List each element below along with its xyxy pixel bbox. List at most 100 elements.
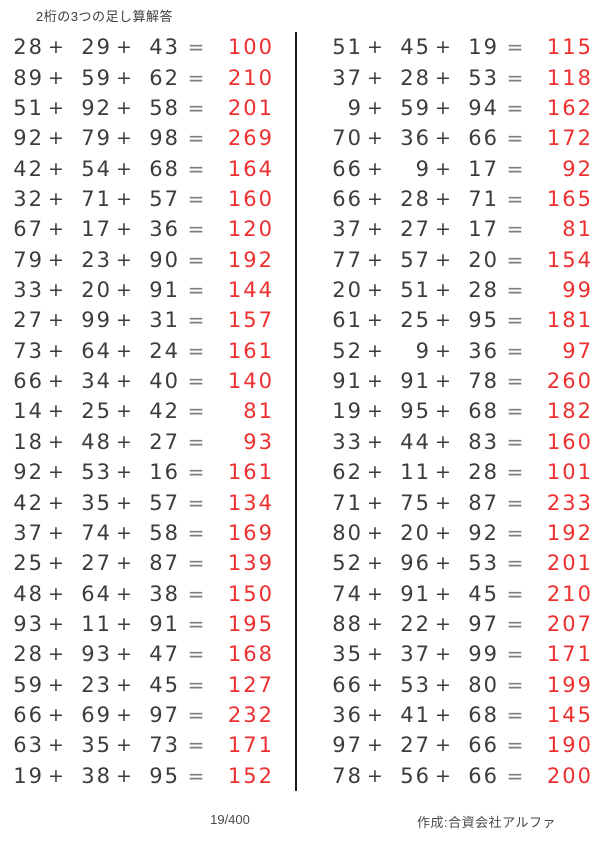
equation-row: 18 +48 +27 = 93	[4, 427, 295, 457]
plus-operator: +	[367, 613, 385, 635]
equals-operator: =	[187, 35, 207, 60]
plus-operator: +	[367, 673, 385, 696]
plus-operator: +	[435, 36, 453, 59]
operand-1: 92	[13, 460, 44, 485]
equation-row: 66 +53 +80 = 199	[323, 670, 600, 700]
plus-operator: +	[116, 187, 134, 210]
equals-operator: =	[506, 35, 526, 60]
plus-operator: +	[48, 491, 66, 514]
equation-row: 66 +34 +40 = 140	[4, 366, 295, 396]
operand-2: 45	[400, 35, 431, 60]
operand-1: 73	[13, 338, 44, 363]
equals-operator: =	[506, 399, 526, 424]
answer-value: 201	[227, 95, 274, 120]
answer-value: 233	[546, 490, 593, 515]
answer-value: 190	[546, 733, 593, 758]
answer-value: 152	[227, 763, 274, 788]
plus-operator: +	[435, 279, 453, 302]
operand-1: 52	[332, 338, 363, 363]
operand-2: 74	[81, 520, 112, 545]
operand-1: 35	[332, 642, 363, 667]
operand-2: 27	[81, 551, 112, 576]
operand-2: 25	[400, 308, 431, 333]
answer-value: 207	[546, 612, 593, 636]
plus-operator: +	[367, 491, 385, 514]
operand-3: 97	[149, 703, 180, 728]
operand-3: 31	[149, 308, 180, 333]
answer-value: 195	[227, 612, 274, 636]
answer-value: 115	[546, 35, 593, 60]
operand-3: 68	[149, 156, 180, 181]
equals-operator: =	[506, 186, 526, 211]
operand-3: 19	[468, 35, 499, 60]
answer-value: 269	[227, 126, 274, 151]
operand-3: 27	[149, 429, 180, 454]
operand-1: 59	[13, 672, 44, 697]
equation-row: 52 +96 +53 = 201	[323, 548, 600, 578]
operand-3: 68	[468, 399, 499, 424]
equals-operator: =	[187, 95, 207, 120]
operand-2: 64	[81, 581, 112, 606]
operand-3: 58	[149, 520, 180, 545]
equation-row: 66 +9 +17 = 92	[323, 153, 600, 183]
plus-operator: +	[435, 521, 453, 544]
equals-operator: =	[506, 520, 526, 545]
equation-row: 70 +36 +66 = 172	[323, 123, 600, 153]
plus-operator: +	[48, 430, 66, 453]
equation-row: 66 +28 +71 = 165	[323, 184, 600, 214]
equals-operator: =	[187, 460, 207, 485]
operand-1: 77	[332, 247, 363, 272]
operand-2: 57	[400, 247, 431, 272]
equals-operator: =	[506, 126, 526, 151]
equals-operator: =	[187, 642, 207, 667]
equation-row: 67 +17 +36 = 120	[4, 214, 295, 244]
plus-operator: +	[367, 430, 385, 453]
answer-value: 150	[227, 581, 274, 606]
problems-column-left: 28 +29 +43 = 100 89 +59 +62 = 210 51 +92 +58 = 201 92 +7…	[0, 32, 297, 791]
operand-2: 59	[400, 95, 431, 120]
answer-value: 201	[546, 551, 593, 576]
operand-1: 97	[332, 733, 363, 758]
operand-3: 83	[468, 429, 499, 454]
operand-2: 9	[415, 338, 431, 363]
equation-row: 51 +92 +58 = 201	[4, 93, 295, 123]
operand-2: 35	[81, 490, 112, 515]
operand-3: 97	[468, 612, 499, 636]
plus-operator: +	[367, 704, 385, 727]
equation-row: 97 +27 +66 = 190	[323, 730, 600, 760]
plus-operator: +	[116, 127, 134, 150]
plus-operator: +	[367, 339, 385, 362]
equals-operator: =	[506, 551, 526, 576]
plus-operator: +	[48, 36, 66, 59]
operand-1: 20	[332, 278, 363, 303]
plus-operator: +	[116, 218, 134, 241]
plus-operator: +	[435, 673, 453, 696]
operand-2: 22	[400, 612, 431, 636]
equals-operator: =	[506, 612, 526, 636]
operand-2: 34	[81, 369, 112, 394]
operand-3: 24	[149, 338, 180, 363]
operand-1: 66	[332, 672, 363, 697]
plus-operator: +	[116, 764, 134, 787]
plus-operator: +	[48, 370, 66, 393]
operand-2: 64	[81, 338, 112, 363]
operand-3: 87	[149, 551, 180, 576]
plus-operator: +	[48, 279, 66, 302]
plus-operator: +	[367, 764, 385, 787]
answer-value: 99	[562, 278, 593, 303]
operand-2: 38	[81, 763, 112, 788]
plus-operator: +	[367, 218, 385, 241]
operand-2: 37	[400, 642, 431, 667]
plus-operator: +	[435, 491, 453, 514]
answer-value: 168	[227, 642, 274, 667]
plus-operator: +	[435, 127, 453, 150]
answer-value: 81	[243, 399, 274, 424]
operand-3: 36	[468, 338, 499, 363]
operand-1: 78	[332, 763, 363, 788]
plus-operator: +	[435, 370, 453, 393]
plus-operator: +	[116, 400, 134, 423]
operand-3: 78	[468, 369, 499, 394]
answer-value: 160	[227, 186, 274, 211]
equation-row: 61 +25 +95 = 181	[323, 305, 600, 335]
operand-1: 91	[332, 369, 363, 394]
